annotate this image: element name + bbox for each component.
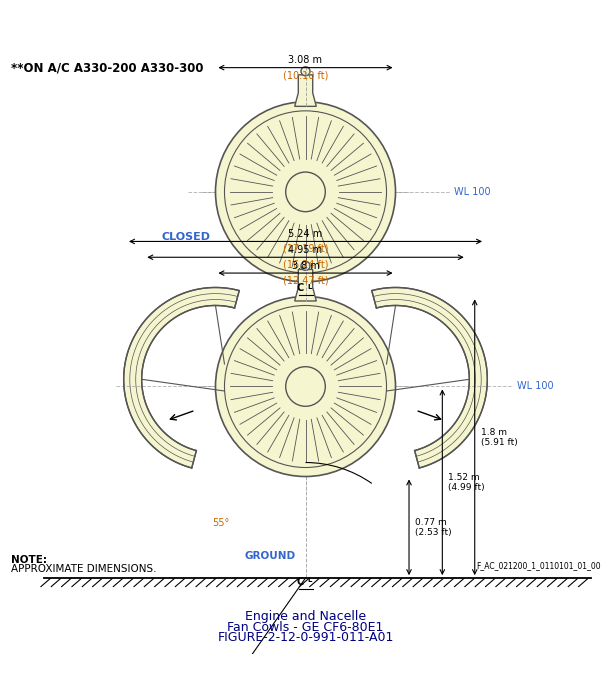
Polygon shape (295, 75, 316, 106)
Text: WL 100: WL 100 (454, 187, 491, 197)
Polygon shape (295, 270, 316, 301)
Circle shape (301, 261, 310, 270)
Text: L: L (307, 578, 312, 584)
Text: **ON A/C A330-200 A330-300: **ON A/C A330-200 A330-300 (10, 61, 203, 74)
Circle shape (286, 367, 325, 406)
Polygon shape (371, 288, 488, 468)
Text: WL 100: WL 100 (517, 382, 554, 391)
Text: 3.8 m: 3.8 m (291, 260, 320, 271)
Text: 0.77 m
(2.53 ft): 0.77 m (2.53 ft) (415, 517, 452, 537)
Text: GROUND: GROUND (244, 551, 296, 561)
Circle shape (286, 172, 325, 211)
Text: C: C (297, 283, 304, 293)
Text: FIGURE-2-12-0-991-011-A01: FIGURE-2-12-0-991-011-A01 (218, 631, 393, 644)
Text: 55°: 55° (212, 518, 229, 528)
Text: C: C (297, 577, 304, 587)
Text: Fan Cowls - GE CF6-80E1: Fan Cowls - GE CF6-80E1 (227, 621, 384, 634)
Text: Engine and Nacelle: Engine and Nacelle (245, 610, 366, 623)
Text: APPROXIMATE DIMENSIONS.: APPROXIMATE DIMENSIONS. (10, 564, 156, 574)
Text: 1.52 m
(4.99 ft): 1.52 m (4.99 ft) (448, 473, 485, 492)
Circle shape (301, 66, 310, 76)
Circle shape (216, 102, 395, 282)
Text: CLOSED: CLOSED (161, 232, 210, 242)
Text: 4.95 m: 4.95 m (288, 245, 323, 255)
Text: (17.19 ft): (17.19 ft) (283, 244, 328, 254)
Text: 1.8 m
(5.91 ft): 1.8 m (5.91 ft) (481, 428, 518, 447)
Polygon shape (123, 288, 240, 468)
Text: (12.47 ft): (12.47 ft) (283, 276, 328, 286)
Text: (16.24 ft): (16.24 ft) (283, 260, 328, 270)
Text: 3.08 m: 3.08 m (288, 55, 323, 65)
Text: (10.10 ft): (10.10 ft) (283, 70, 328, 80)
Text: 5.24 m: 5.24 m (288, 229, 323, 239)
Text: NOTE:: NOTE: (10, 555, 46, 565)
Text: L: L (307, 284, 312, 290)
Text: F_AC_021200_1_0110101_01_00: F_AC_021200_1_0110101_01_00 (476, 561, 601, 570)
Circle shape (216, 297, 395, 477)
